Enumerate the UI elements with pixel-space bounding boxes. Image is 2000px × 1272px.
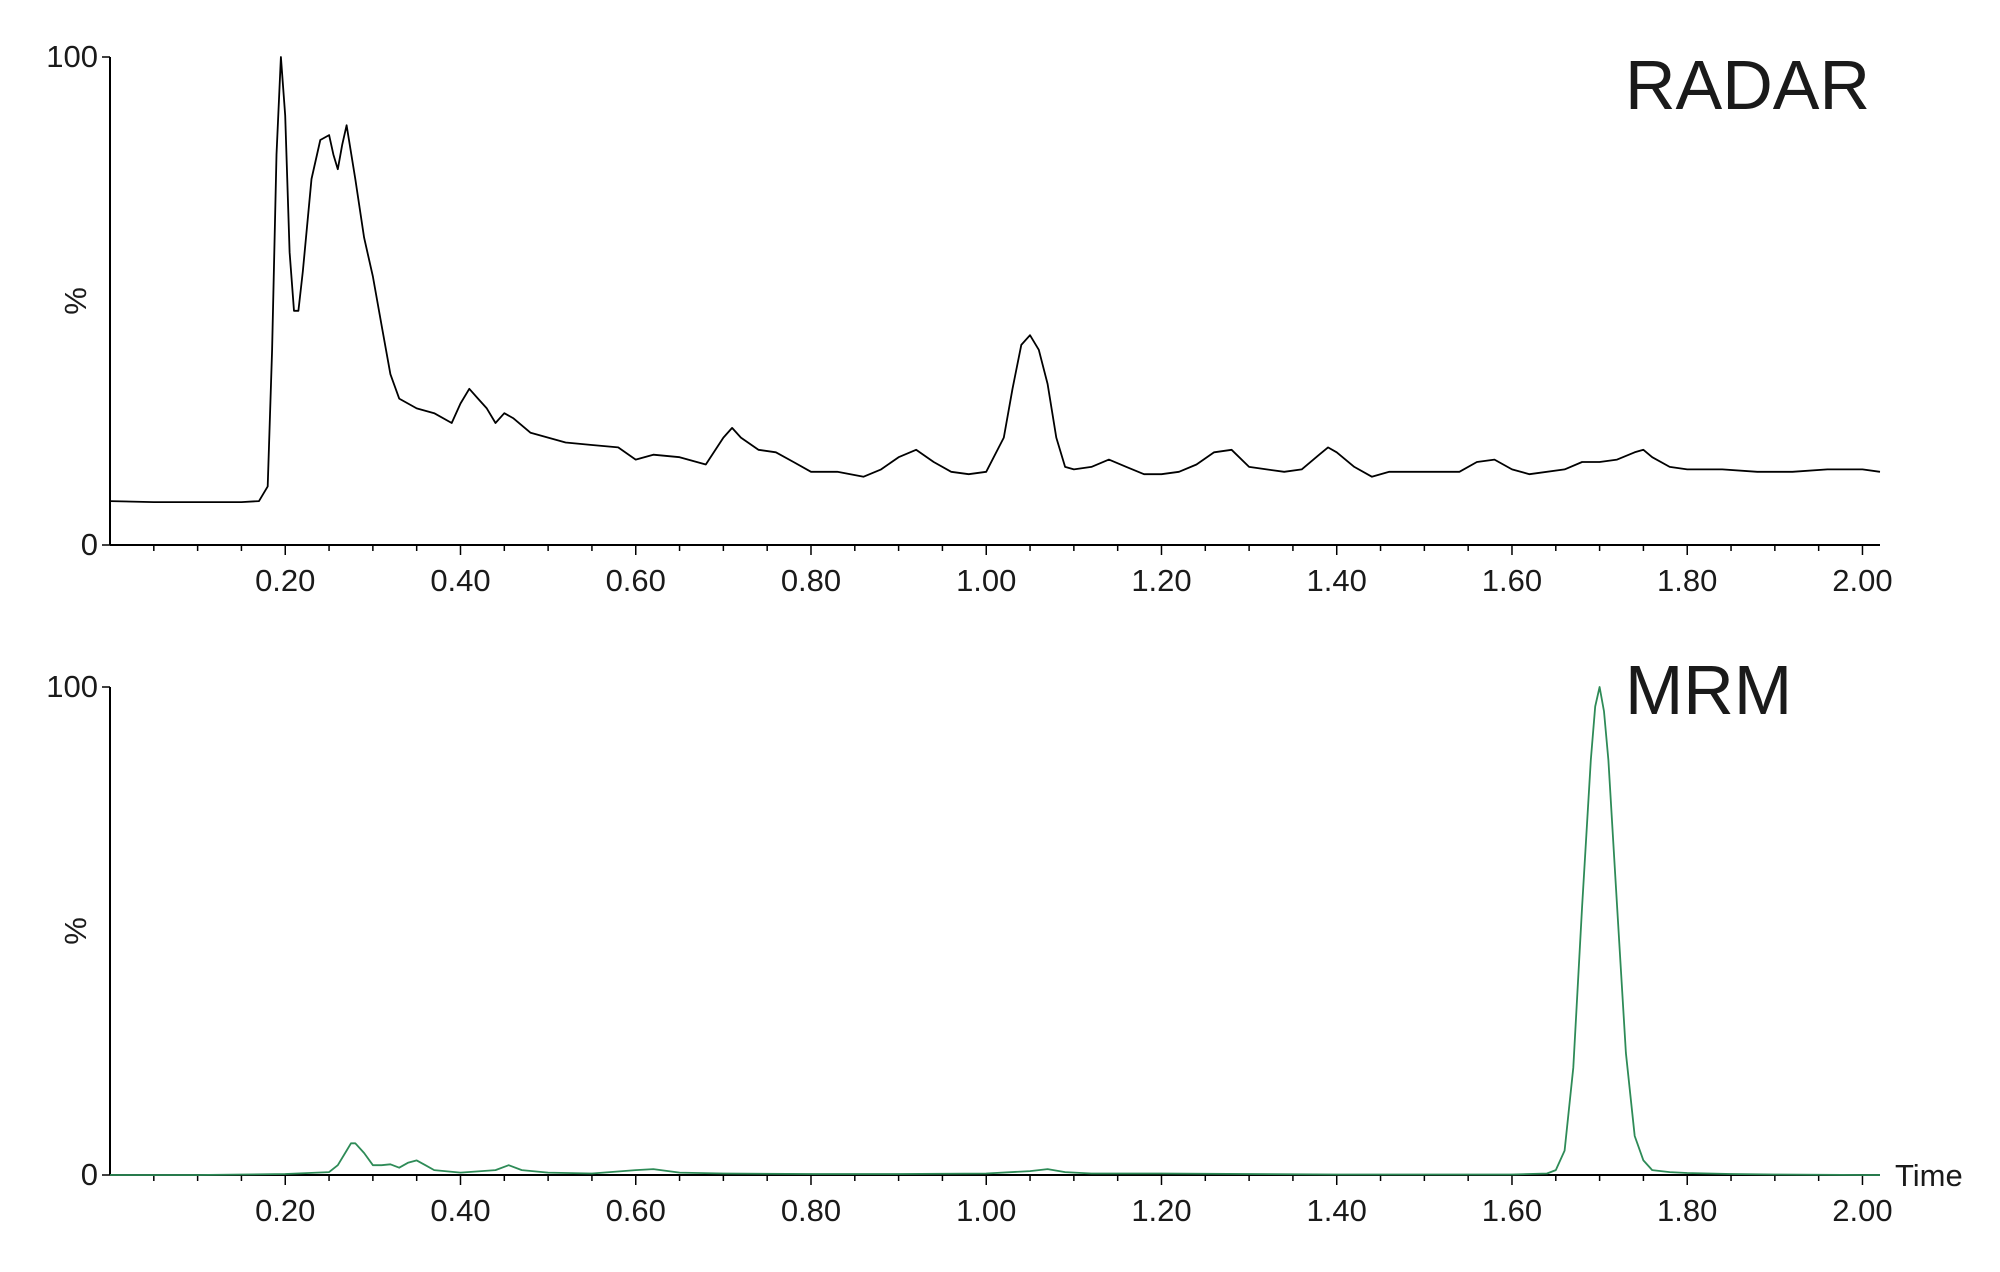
x-tick-label: 1.00 [956,563,1016,598]
chart-panel-1: 0.20 0.40 0.60 0.80 1.00 1.20 1.40 1.60 1.80 2.00… [46,39,1892,598]
y-axis-label: % [58,917,93,945]
x-tick-label: 0.80 [781,1193,841,1228]
x-tick-label: 1.60 [1482,563,1542,598]
panel-title: RADAR [1625,46,1870,124]
panel-title: MRM [1625,651,1792,729]
x-tick-label: 1.00 [956,1193,1016,1228]
series-line-1 [110,686,1880,1176]
x-tick-label: 2.00 [1832,563,1892,598]
x-tick-label: 0.60 [606,563,666,598]
y-tick-label: 0 [81,527,98,562]
x-tick-label: 0.40 [430,1193,490,1228]
x-tick-label: 1.40 [1307,1193,1367,1228]
y-tick-label: 100 [46,39,98,74]
x-tick-label: 1.60 [1482,1193,1542,1228]
x-tick-label: 1.40 [1307,563,1367,598]
x-tick-label: 0.80 [781,563,841,598]
x-tick-label: 2.00 [1832,1193,1892,1228]
x-tick-label: 1.20 [1131,1193,1191,1228]
x-tick-label: 0.40 [430,563,490,598]
x-axis-label: Time [1895,1158,1963,1193]
x-tick-label: 1.20 [1131,563,1191,598]
series-line-1 [109,56,1881,504]
x-tick-label: 1.80 [1657,563,1717,598]
chart-panel-2: 0.20 0.40 0.60 0.80 1.00 1.20 1.40 1.60 1.80 2.00… [46,651,1962,1228]
x-tick-label: 0.20 [255,1193,315,1228]
x-tick-label: 1.80 [1657,1193,1717,1228]
x-tick-label: 0.20 [255,563,315,598]
y-tick-label: 0 [81,1157,98,1192]
y-axis-label: % [58,287,93,315]
y-tick-label: 100 [46,669,98,704]
x-tick-label: 0.60 [606,1193,666,1228]
